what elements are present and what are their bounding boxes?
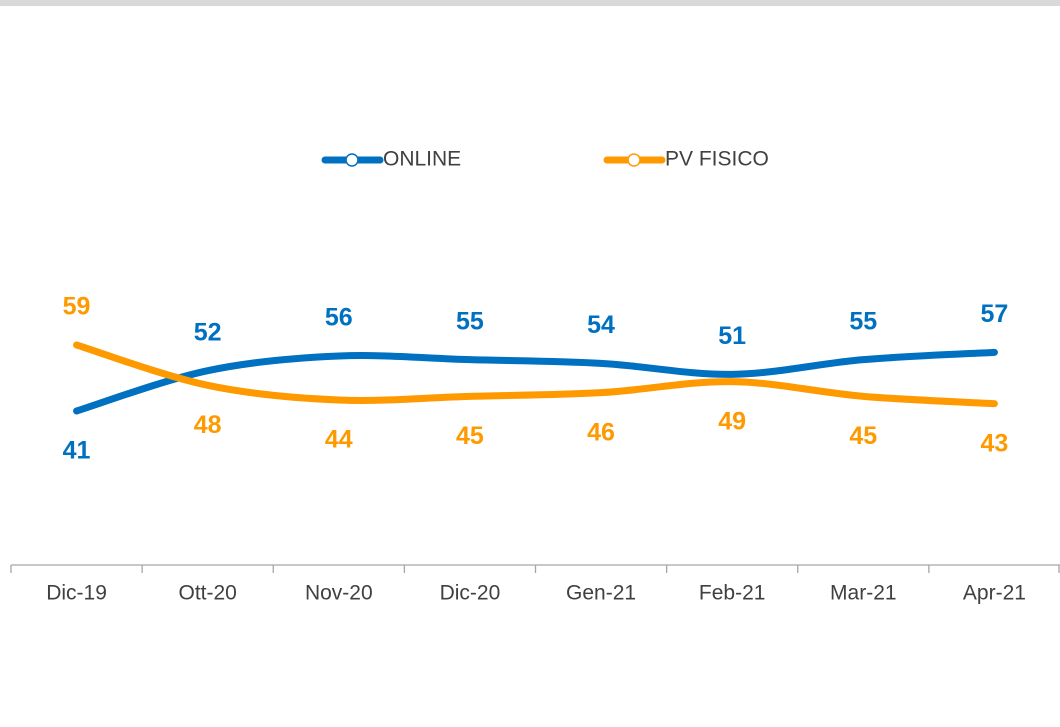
data-label: 55 bbox=[849, 307, 877, 335]
x-tick-label: Dic-20 bbox=[440, 582, 501, 605]
data-label: 41 bbox=[63, 437, 91, 465]
data-label: 48 bbox=[194, 411, 222, 439]
data-label: 51 bbox=[718, 322, 746, 350]
legend-marker bbox=[627, 153, 641, 167]
x-tick-label: Apr-21 bbox=[963, 582, 1026, 605]
data-label: 56 bbox=[325, 304, 353, 332]
data-label: 45 bbox=[849, 422, 877, 450]
x-tick-label: Dic-19 bbox=[46, 582, 107, 605]
top-bar bbox=[0, 0, 1060, 6]
data-label: 44 bbox=[325, 426, 353, 454]
data-label: 54 bbox=[587, 311, 615, 339]
x-tick-label: Feb-21 bbox=[699, 582, 766, 605]
data-label: 49 bbox=[718, 407, 746, 435]
data-label: 55 bbox=[456, 307, 484, 335]
data-label: 52 bbox=[194, 318, 222, 346]
data-label: 46 bbox=[587, 418, 615, 446]
x-tick-label: Nov-20 bbox=[305, 582, 373, 605]
x-tick-label: Gen-21 bbox=[566, 582, 636, 605]
line bbox=[73, 341, 998, 408]
data-label: 59 bbox=[63, 293, 91, 321]
data-label: 57 bbox=[981, 300, 1009, 328]
data-label: 45 bbox=[456, 422, 484, 450]
legend-marker bbox=[345, 153, 359, 167]
x-tick-label: Ott-20 bbox=[179, 582, 237, 605]
legend-label: ONLINE bbox=[383, 148, 461, 171]
x-tick-label: Mar-21 bbox=[830, 582, 897, 605]
data-label: 43 bbox=[981, 429, 1009, 457]
line bbox=[73, 348, 998, 415]
legend-label: PV FISICO bbox=[665, 148, 769, 171]
